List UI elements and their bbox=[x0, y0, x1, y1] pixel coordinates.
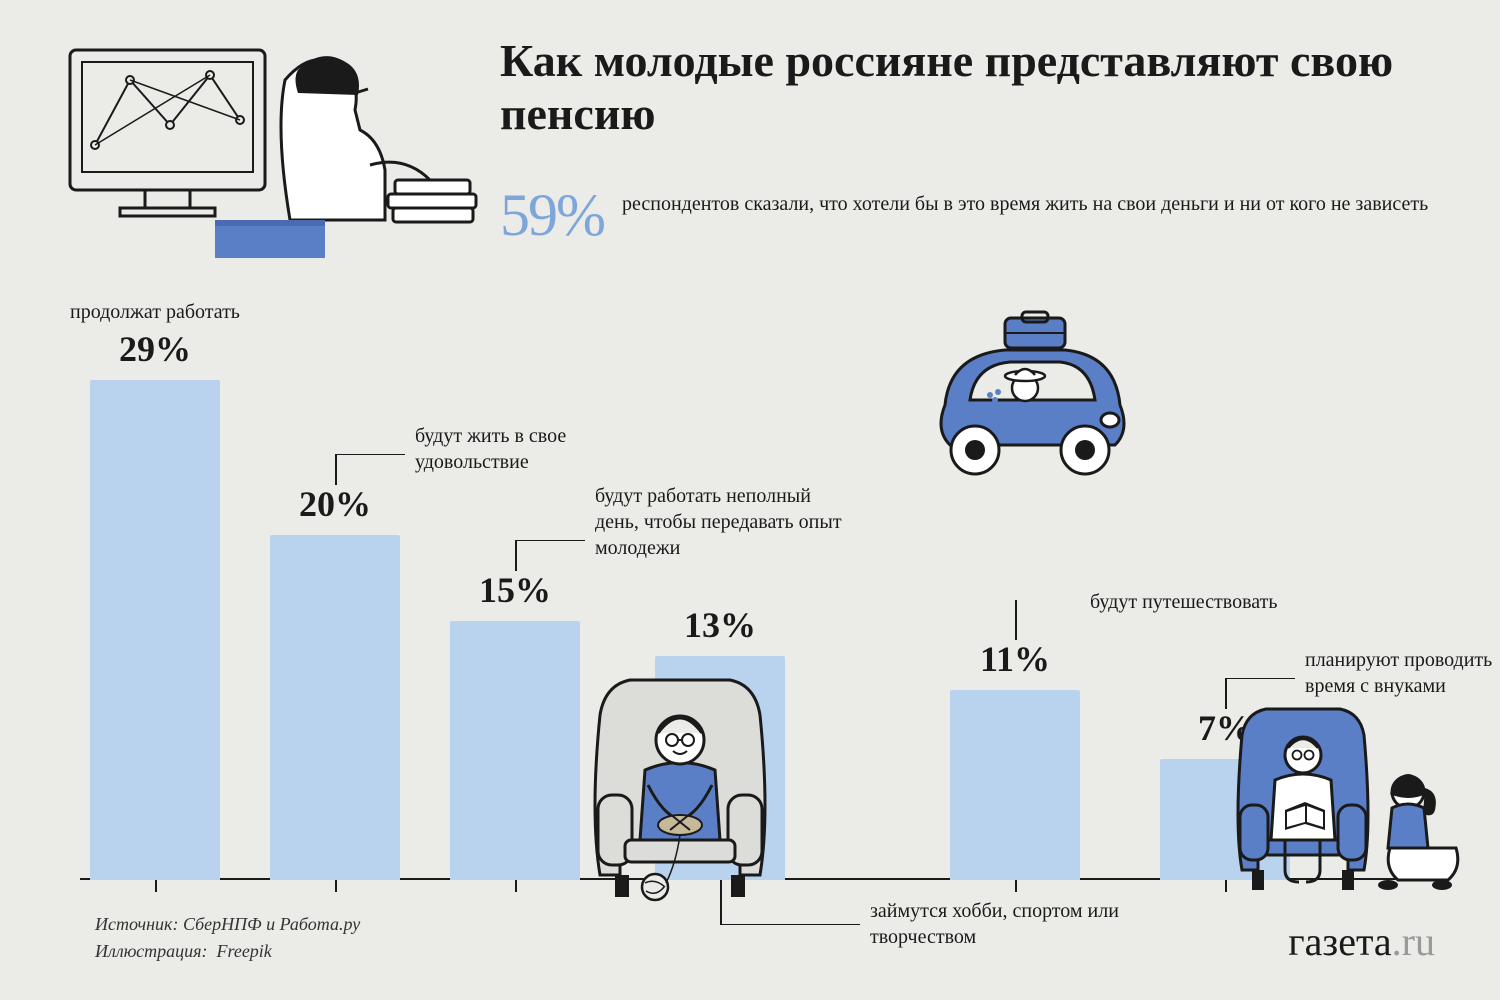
bar-value: 13% bbox=[655, 604, 785, 646]
bar-value: 15% bbox=[450, 569, 580, 611]
brand-suffix: .ru bbox=[1392, 919, 1435, 964]
bar-value: 29% bbox=[90, 328, 220, 370]
infographic-canvas: Как молодые россияне представляют свою п… bbox=[0, 0, 1500, 1000]
callout-line bbox=[1225, 679, 1227, 709]
callout-line bbox=[720, 924, 860, 926]
bar bbox=[270, 535, 400, 880]
footer-credits: Источник: СберНПФ и Работа.ру Иллюстраци… bbox=[95, 911, 360, 965]
bar-value: 11% bbox=[950, 638, 1080, 680]
bar-tick bbox=[335, 880, 337, 892]
bar bbox=[90, 380, 220, 880]
callout-line bbox=[1015, 600, 1017, 640]
bar-tick bbox=[1225, 880, 1227, 892]
grandma-knitting-icon bbox=[570, 665, 790, 905]
bar bbox=[950, 690, 1080, 880]
bar-tick bbox=[155, 880, 157, 892]
source-text: СберНПФ и Работа.ру bbox=[183, 914, 360, 934]
headline-stat: 59% респондентов сказали, что хотели бы … bbox=[500, 185, 1440, 245]
bar-label: будут жить в свое удовольствие bbox=[415, 423, 675, 475]
callout-line bbox=[1225, 678, 1295, 680]
bar-tick bbox=[1015, 880, 1017, 892]
bar-label: будут путешествовать bbox=[1090, 589, 1350, 615]
page-title: Как молодые россияне представляют свою п… bbox=[500, 35, 1440, 141]
brand-name: газета bbox=[1288, 919, 1391, 964]
bar-tick bbox=[515, 880, 517, 892]
bar-label: займутся хобби, спортом или творчеством bbox=[870, 898, 1150, 950]
callout-line bbox=[335, 455, 337, 485]
grandpa-with-child-icon bbox=[1230, 700, 1460, 900]
bar-label: будут работать неполный день, чтобы пере… bbox=[595, 483, 855, 561]
car-icon bbox=[910, 310, 1150, 490]
headline-stat-text: респондентов сказали, что хотели бы в эт… bbox=[622, 185, 1428, 218]
bar-label: планируют проводить время с внуками bbox=[1305, 647, 1500, 699]
man-at-desk-icon bbox=[60, 25, 480, 285]
bar-label: продолжат работать bbox=[70, 299, 310, 325]
callout-line bbox=[515, 540, 585, 542]
callout-line bbox=[335, 454, 405, 456]
headline-stat-percent: 59% bbox=[500, 185, 604, 245]
illustration-text: Freepik bbox=[217, 941, 272, 961]
callout-line bbox=[515, 541, 517, 571]
bar-value: 20% bbox=[270, 483, 400, 525]
brand-logo: газета.ru bbox=[1288, 918, 1435, 965]
source-label: Источник: bbox=[95, 914, 178, 934]
bar bbox=[450, 621, 580, 880]
illustration-label: Иллюстрация: bbox=[95, 941, 208, 961]
